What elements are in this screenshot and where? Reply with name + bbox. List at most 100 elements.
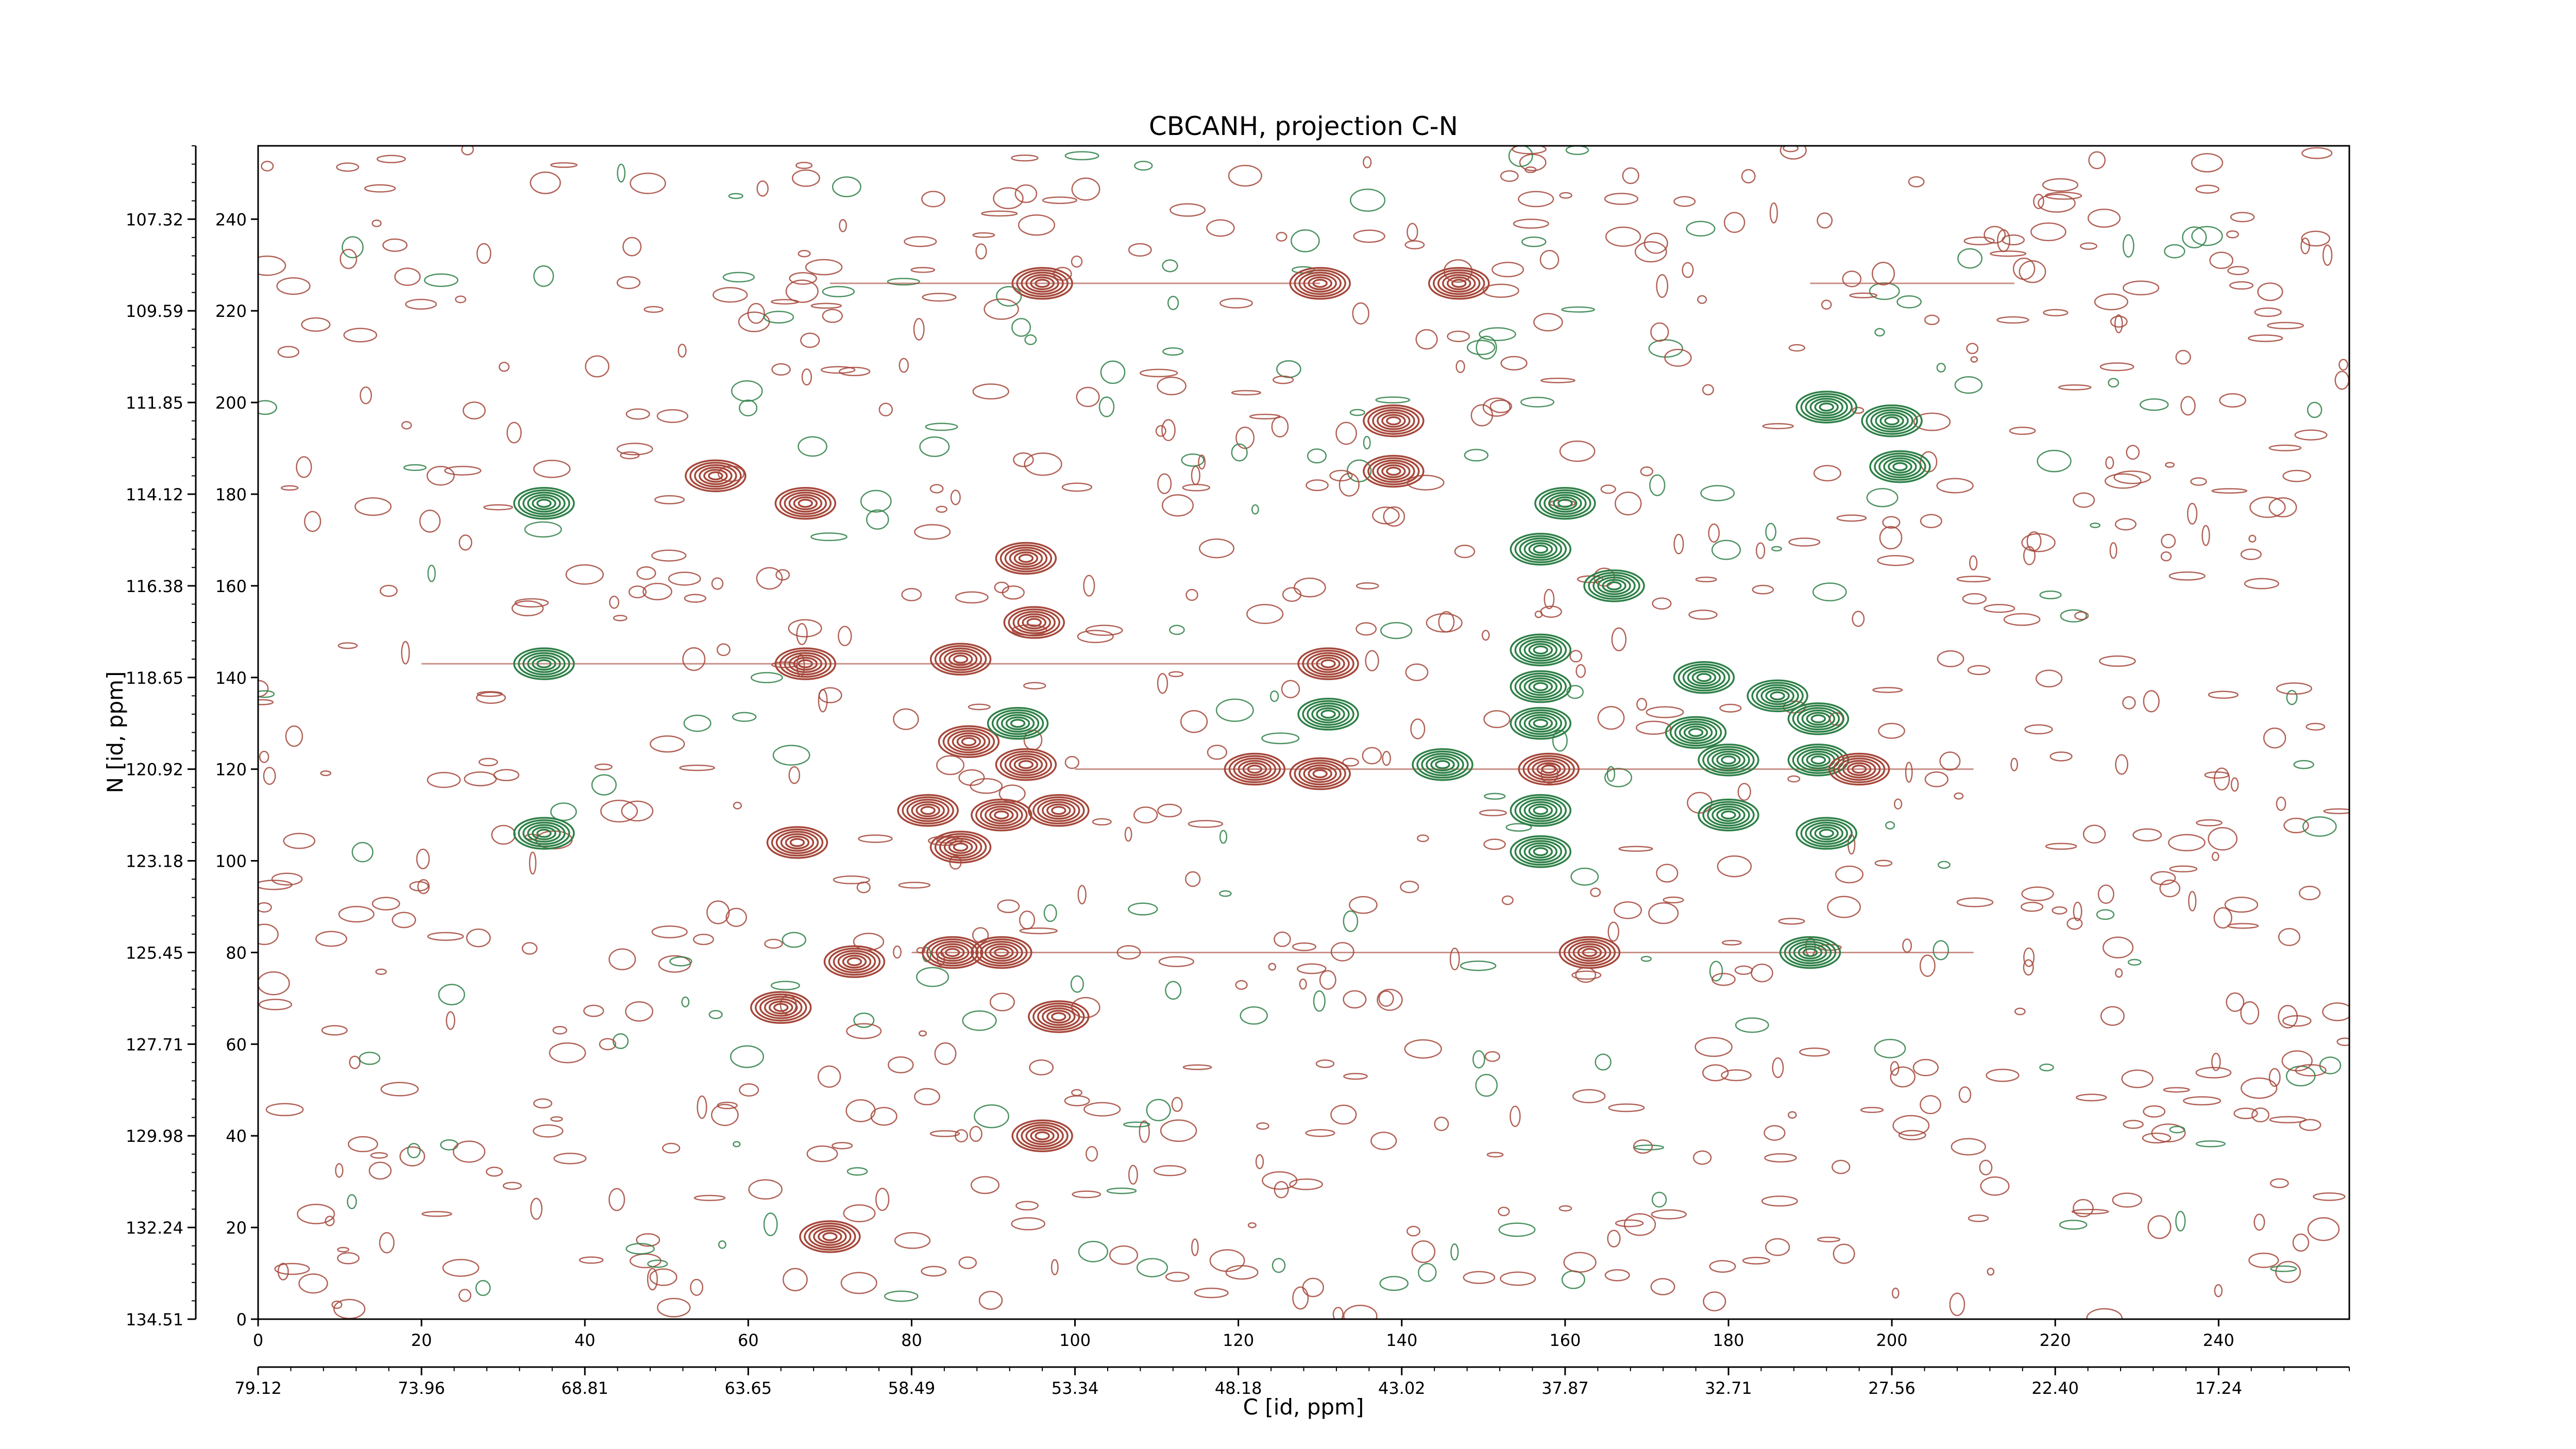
noise-contour [1215, 698, 1254, 722]
noise-contour [277, 1262, 289, 1280]
noise-contour [2278, 928, 2300, 946]
noise-contour [1454, 545, 1476, 559]
peak-contour-ring [1320, 710, 1336, 719]
noise-contour [2214, 1284, 2223, 1298]
peak-contour-ring [1869, 450, 1931, 483]
peak-contour-ring [961, 737, 977, 747]
peak-contour-ring [989, 808, 1014, 822]
y2-tick-label: 116.38 [126, 577, 183, 596]
noise-contour [613, 615, 628, 621]
noise-contour [2168, 571, 2206, 581]
x-tick-label: 60 [738, 1330, 759, 1350]
noise-contour [1158, 956, 1195, 967]
noise-contour [2227, 923, 2259, 929]
peak-contour-ring [1523, 714, 1558, 733]
peak-contour-ring [956, 734, 981, 749]
noise-contour [1877, 555, 1914, 566]
peak-contour-ring [1012, 611, 1056, 634]
noise-contour [2244, 578, 2279, 589]
x2-tick-label: 63.65 [725, 1378, 772, 1398]
peak-positive [799, 1220, 861, 1253]
noise-contour [681, 996, 690, 1007]
noise-contour [493, 769, 520, 782]
noise-contour [1893, 798, 1903, 810]
noise-contour [2301, 230, 2330, 247]
peak-positive [823, 945, 886, 978]
peak-contour-ring [1702, 746, 1755, 774]
peak-contour-ring [1751, 682, 1804, 710]
noise-contour [878, 402, 893, 417]
noise-contour [1634, 241, 1667, 263]
noise-contour [1139, 368, 1178, 378]
noise-contour [446, 1011, 455, 1030]
noise-contour [1524, 166, 1537, 173]
noise-contour [1646, 706, 1684, 718]
noise-contour [1703, 1291, 1726, 1311]
noise-contour [1406, 223, 1418, 241]
noise-contour [1071, 1089, 1082, 1097]
noise-contour [594, 763, 613, 770]
x2-tick-label: 22.40 [2031, 1378, 2079, 1398]
x-tick-label: 80 [901, 1330, 922, 1350]
noise-contour [2319, 1056, 2342, 1074]
noise-contour [550, 802, 577, 821]
noise-contour [2213, 907, 2232, 929]
noise-contour [1697, 295, 1707, 304]
noise-contour [764, 938, 783, 949]
noise-contour [1276, 231, 1287, 242]
noise-contour [1836, 514, 1867, 522]
peak-contour-ring [1030, 1128, 1055, 1143]
noise-contour [929, 1130, 960, 1137]
noise-contour [2122, 696, 2136, 710]
noise-contour [1136, 1258, 1168, 1277]
noise-contour [1077, 885, 1087, 905]
noise-contour [2038, 193, 2076, 213]
peak-contour-ring [1514, 796, 1567, 824]
y-tick-label: 160 [215, 577, 247, 596]
peak-contour-ring [1514, 837, 1567, 866]
peak-negative [1510, 835, 1572, 868]
noise-contour [1343, 1304, 1378, 1319]
peak-contour-ring [1442, 274, 1476, 293]
noise-contour [642, 583, 672, 600]
x2-tick-label: 43.02 [1378, 1378, 1426, 1398]
noise-contour [1849, 292, 1878, 298]
peak-contour-ring [1510, 532, 1572, 566]
peak-contour-ring [527, 654, 561, 673]
noise-contour [657, 1298, 691, 1318]
noise-contour [625, 408, 650, 420]
peak-contour-ring [1747, 679, 1808, 713]
noise-contour [1182, 1064, 1212, 1070]
peak-contour-ring [911, 801, 945, 820]
noise-contour [2219, 393, 2246, 408]
noise-contour [1951, 1138, 1986, 1156]
peak-positive [774, 647, 837, 680]
peak-contour-ring [934, 645, 987, 673]
noise-contour [1866, 488, 1899, 508]
peak-contour-ring [1879, 414, 1904, 428]
peak-contour-ring [1800, 819, 1853, 848]
noise-contour [263, 767, 276, 785]
noise-contour [337, 642, 358, 649]
peak-contour-ring [1001, 714, 1035, 733]
x2-tick-label: 73.96 [398, 1378, 445, 1398]
noise-contour [2307, 401, 2323, 418]
noise-contour [1874, 1039, 1906, 1058]
noise-contour [1648, 339, 1683, 358]
noise-contour [1652, 597, 1672, 610]
peak-contour-ring [1682, 666, 1726, 689]
noise-contour [1571, 970, 1602, 980]
peak-contour-ring [1792, 746, 1845, 774]
noise-contour [1486, 1152, 1504, 1158]
peak-contour-ring [1018, 760, 1034, 769]
peak-contour-ring [793, 496, 818, 511]
noise-contour [921, 1266, 947, 1277]
noise-contour [2094, 293, 2128, 311]
peak-positive [1011, 1119, 1073, 1152]
noise-contour [1319, 970, 1336, 990]
peak-positive [921, 936, 984, 969]
noise-contour [1269, 690, 1279, 702]
noise-contour [693, 1194, 726, 1201]
noise-contour [1209, 1249, 1245, 1272]
noise-contour [690, 1278, 704, 1296]
